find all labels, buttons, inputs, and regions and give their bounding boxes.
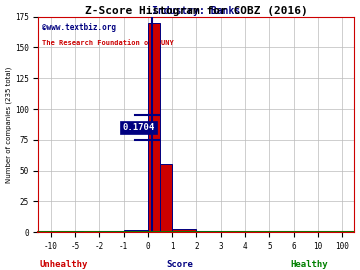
Bar xyxy=(123,230,148,232)
Text: Unhealthy: Unhealthy xyxy=(40,260,88,269)
Text: Industry: Banks: Industry: Banks xyxy=(152,5,240,15)
Bar xyxy=(148,23,160,232)
Bar xyxy=(75,231,83,232)
Bar xyxy=(99,231,123,232)
Bar xyxy=(160,164,172,232)
Bar xyxy=(172,228,197,232)
Bar xyxy=(197,231,221,232)
Title: Z-Score Histogram for COBZ (2016): Z-Score Histogram for COBZ (2016) xyxy=(85,6,308,16)
Y-axis label: Number of companies (235 total): Number of companies (235 total) xyxy=(5,66,12,183)
Text: ©www.textbiz.org: ©www.textbiz.org xyxy=(42,23,116,32)
Text: Score: Score xyxy=(167,260,193,269)
Text: Healthy: Healthy xyxy=(290,260,328,269)
Text: The Research Foundation of SUNY: The Research Foundation of SUNY xyxy=(42,40,174,46)
Text: 0.1704: 0.1704 xyxy=(122,123,155,132)
